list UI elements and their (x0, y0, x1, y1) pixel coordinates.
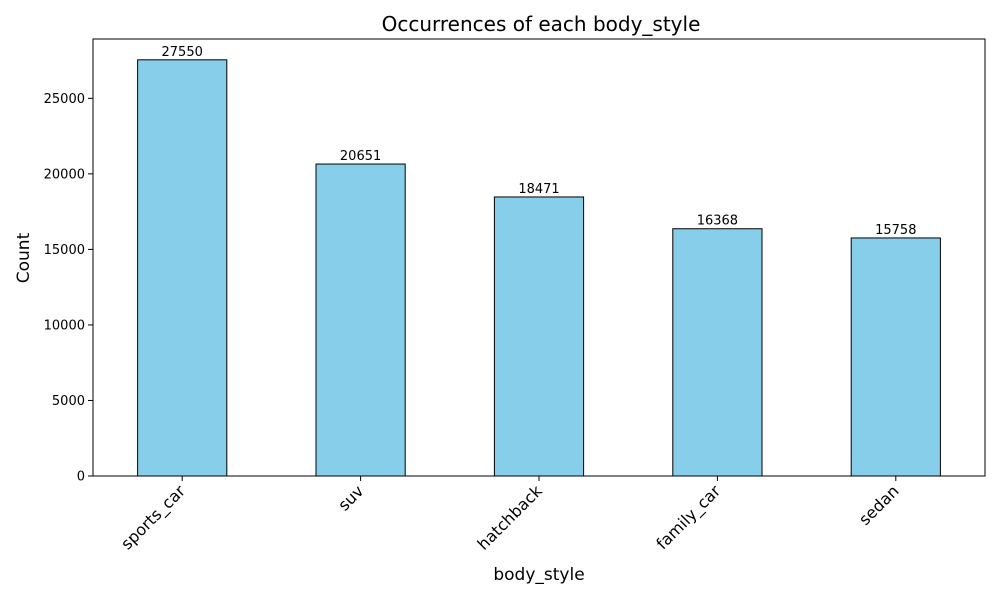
plot-area: 27550 sports_car 20651 suv 18471 hatchback 163… (44, 38, 986, 554)
x-tick-label-suv: suv (334, 481, 367, 514)
chart-title: Occurrences of each body_style (382, 12, 701, 36)
bar-family_car (672, 228, 763, 477)
y-tick-label-10000: 10000 (44, 318, 85, 333)
y-tick-label-5000: 5000 (52, 394, 85, 409)
x-tick-label-sports_car: sports_car (117, 481, 190, 554)
bar-sports_car (137, 59, 228, 477)
y-axis-label: Count (14, 232, 34, 283)
data-label-sedan: 15758 (875, 223, 916, 238)
y-tick-label-0: 0 (77, 470, 85, 485)
data-label-suv: 20651 (340, 149, 381, 164)
y-tick-label-20000: 20000 (44, 167, 85, 182)
x-axis-label: body_style (493, 565, 584, 585)
y-tick-label-15000: 15000 (44, 243, 85, 258)
bar-suv (315, 163, 406, 477)
data-label-sports_car: 27550 (162, 45, 203, 60)
x-tick-label-sedan: sedan (855, 481, 903, 529)
data-label-hatchback: 18471 (518, 182, 559, 197)
bar-hatchback (493, 196, 585, 477)
plot-frame (92, 38, 986, 477)
y-tick-label-25000: 25000 (44, 92, 85, 107)
x-tick-label-family_car: family_car (652, 481, 725, 554)
bar-sedan (850, 237, 941, 477)
data-label-family_car: 16368 (697, 214, 738, 229)
x-tick-label-hatchback: hatchback (474, 481, 547, 554)
